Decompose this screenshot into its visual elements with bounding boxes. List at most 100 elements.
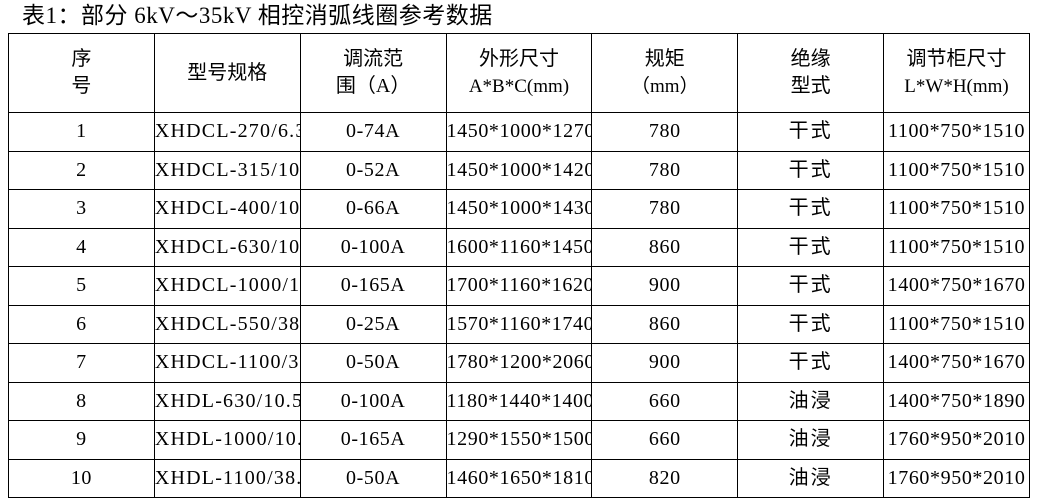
cell-no: 10 (8, 458, 155, 498)
cell-current: 0-74A (299, 112, 447, 152)
column-header-current-range-line1: 调流范 (343, 48, 404, 70)
cell-model: XHDCL-1100/38.5 (153, 343, 301, 383)
cell-no: 1 (8, 112, 155, 152)
cell-current: 0-66A (299, 189, 447, 229)
column-header-current-range: 调流范 围（A） (299, 33, 447, 113)
cell-insulation: 干式 (737, 112, 885, 152)
cell-insulation: 干式 (737, 304, 885, 344)
cell-cabinet: 1100*750*1510 (883, 227, 1030, 267)
cell-current: 0-100A (299, 227, 447, 267)
cell-dimensions: 1450*1000*1270 (445, 112, 593, 152)
cell-current: 0-165A (299, 266, 447, 306)
header-row: 序 号 型号规格 调流范 围（A） 外形尺寸 A*B*C(mm) (8, 33, 1030, 113)
cell-current: 0-50A (299, 458, 447, 498)
cell-model: XHDCL-1000/10.5 (153, 266, 301, 306)
column-header-dimensions-line1: 外形尺寸 (478, 48, 559, 70)
table-row: 3 XHDCL-400/10.5 0-66A 1450*1000*1430 78… (8, 189, 1030, 229)
cell-spec: 860 (591, 227, 739, 267)
cell-cabinet: 1100*750*1510 (883, 150, 1030, 190)
column-header-cabinet: 调节柜尺寸 L*W*H(mm) (883, 33, 1030, 113)
table-row: 9 XHDL-1000/10.5 0-165A 1290*1550*1500 6… (8, 420, 1030, 460)
cell-no: 6 (8, 304, 155, 344)
cell-insulation: 干式 (737, 150, 885, 190)
cell-no: 4 (8, 227, 155, 267)
cell-dimensions: 1290*1550*1500 (445, 420, 593, 460)
cell-spec: 900 (591, 343, 739, 383)
cell-insulation: 油浸 (737, 458, 885, 498)
column-header-dimensions-line2: A*B*C(mm) (468, 76, 570, 97)
cell-spec: 860 (591, 304, 739, 344)
column-header-spec-line2: （mm） (631, 76, 699, 97)
cell-model: XHDL-1000/10.5 (153, 420, 301, 460)
cell-spec: 820 (591, 458, 739, 498)
table-row: 8 XHDL-630/10.5 0-100A 1180*1440*1400 66… (8, 381, 1030, 421)
cell-spec: 660 (591, 381, 739, 421)
cell-model: XHDL-630/10.5 (153, 381, 301, 421)
cell-cabinet: 1400*750*1670 (883, 343, 1030, 383)
cell-dimensions: 1460*1650*1810 (445, 458, 593, 498)
cell-model: XHDCL-315/10.5 (153, 150, 301, 190)
cell-insulation: 干式 (737, 189, 885, 229)
cell-spec: 780 (591, 150, 739, 190)
column-header-insulation-line1: 绝缘 (790, 48, 831, 70)
table-row: 4 XHDCL-630/10.5 0-100A 1600*1160*1450 8… (8, 227, 1030, 267)
column-header-spec: 规矩 （mm） (591, 33, 739, 113)
column-header-insulation: 绝缘 型式 (737, 33, 885, 113)
table-row: 2 XHDCL-315/10.5 0-52A 1450*1000*1420 78… (8, 150, 1030, 190)
cell-spec: 780 (591, 112, 739, 152)
cell-dimensions: 1450*1000*1420 (445, 150, 593, 190)
cell-dimensions: 1180*1440*1400 (445, 381, 593, 421)
cell-dimensions: 1600*1160*1450 (445, 227, 593, 267)
cell-insulation: 油浸 (737, 420, 885, 460)
column-header-current-range-line2: 围（A） (335, 75, 411, 97)
table-row: 5 XHDCL-1000/10.5 0-165A 1700*1160*1620 … (8, 266, 1030, 306)
column-header-no: 序 号 (8, 33, 155, 113)
cell-spec: 660 (591, 420, 739, 460)
column-header-no-line2: 号 (71, 75, 92, 97)
cell-insulation: 油浸 (737, 381, 885, 421)
column-header-cabinet-line1: 调节柜尺寸 (906, 48, 1007, 70)
cell-dimensions: 1700*1160*1620 (445, 266, 593, 306)
cell-current: 0-52A (299, 150, 447, 190)
cell-no: 2 (8, 150, 155, 190)
table-header: 序 号 型号规格 调流范 围（A） 外形尺寸 A*B*C(mm) (8, 33, 1030, 113)
column-header-model: 型号规格 (153, 33, 301, 113)
cell-model: XHDCL-400/10.5 (153, 189, 301, 229)
cell-no: 9 (8, 420, 155, 460)
column-header-cabinet-line2: L*W*H(mm) (904, 76, 1009, 97)
cell-insulation: 干式 (737, 227, 885, 267)
cell-dimensions: 1570*1160*1740 (445, 304, 593, 344)
table-caption: 表1：部分 6kV～35kV 相控消弧线圈参考数据 (22, 3, 493, 28)
cell-model: XHDL-1100/38.5 (153, 458, 301, 498)
parameters-table: 序 号 型号规格 调流范 围（A） 外形尺寸 A*B*C(mm) (8, 33, 1030, 498)
column-header-insulation-line2: 型式 (790, 75, 831, 97)
cell-cabinet: 1100*750*1510 (883, 304, 1030, 344)
cell-dimensions: 1780*1200*2060 (445, 343, 593, 383)
table-row: 1 XHDCL-270/6.3 0-74A 1450*1000*1270 780… (8, 112, 1030, 152)
cell-cabinet: 1760*950*2010 (883, 458, 1030, 498)
cell-cabinet: 1760*950*2010 (883, 420, 1030, 460)
cell-current: 0-100A (299, 381, 447, 421)
cell-insulation: 干式 (737, 266, 885, 306)
cell-current: 0-25A (299, 304, 447, 344)
cell-dimensions: 1450*1000*1430 (445, 189, 593, 229)
cell-no: 5 (8, 266, 155, 306)
column-header-dimensions: 外形尺寸 A*B*C(mm) (445, 33, 593, 113)
cell-spec: 780 (591, 189, 739, 229)
cell-model: XHDCL-550/38.5 (153, 304, 301, 344)
cell-model: XHDCL-270/6.3 (153, 112, 301, 152)
table-row: 6 XHDCL-550/38.5 0-25A 1570*1160*1740 86… (8, 304, 1030, 344)
table-row: 10 XHDL-1100/38.5 0-50A 1460*1650*1810 8… (8, 458, 1030, 498)
column-header-model-line1: 型号规格 (187, 61, 268, 84)
table-body: 1 XHDCL-270/6.3 0-74A 1450*1000*1270 780… (8, 112, 1030, 498)
cell-current: 0-50A (299, 343, 447, 383)
cell-cabinet: 1400*750*1670 (883, 266, 1030, 306)
cell-cabinet: 1100*750*1510 (883, 112, 1030, 152)
cell-spec: 900 (591, 266, 739, 306)
cell-cabinet: 1100*750*1510 (883, 189, 1030, 229)
cell-no: 3 (8, 189, 155, 229)
cell-current: 0-165A (299, 420, 447, 460)
cell-insulation: 干式 (737, 343, 885, 383)
cell-cabinet: 1400*750*1890 (883, 381, 1030, 421)
